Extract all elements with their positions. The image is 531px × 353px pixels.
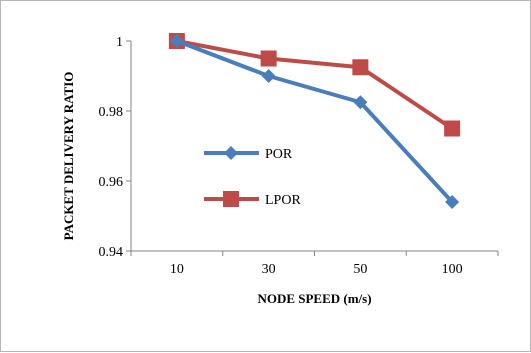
legend-label: LPOR	[265, 193, 301, 208]
legend-item-lpor: LPOR	[204, 191, 301, 208]
x-tick-label: 10	[170, 262, 184, 277]
legend-label: POR	[265, 147, 293, 162]
series-line-por	[176, 39, 454, 204]
diamond-marker	[224, 146, 238, 160]
y-tick-label: 0.98	[99, 105, 124, 120]
diamond-marker	[353, 95, 368, 110]
x-axis-title: NODE SPEED (m/s)	[257, 291, 371, 306]
series-lpor	[168, 33, 461, 137]
x-tick-label: 50	[353, 262, 367, 277]
y-tick-label: 0.94	[99, 245, 124, 260]
x-tick-label: 100	[442, 262, 463, 277]
series-por	[169, 34, 460, 209]
diamond-marker	[261, 69, 276, 83]
square-marker	[444, 120, 461, 137]
series-line-lpor	[176, 39, 454, 131]
y-tick-label: 0.96	[99, 175, 124, 190]
square-marker	[223, 191, 239, 207]
legend: POR LPOR	[204, 146, 301, 208]
y-tick-label: 1	[116, 35, 123, 50]
x-tick-labels: 10 30 50 100	[170, 262, 463, 277]
diamond-marker	[445, 195, 460, 209]
square-marker	[352, 59, 369, 76]
legend-item-por: POR	[204, 146, 293, 162]
series-layer	[168, 33, 461, 209]
axes	[126, 40, 499, 256]
y-tick-labels: 0.94 0.96 0.98 1	[99, 35, 124, 260]
diamond-marker	[169, 34, 184, 48]
x-tick-label: 30	[262, 262, 276, 277]
square-marker	[260, 50, 277, 67]
y-axis-title: PACKET DELIVERY RATIO	[61, 72, 76, 241]
